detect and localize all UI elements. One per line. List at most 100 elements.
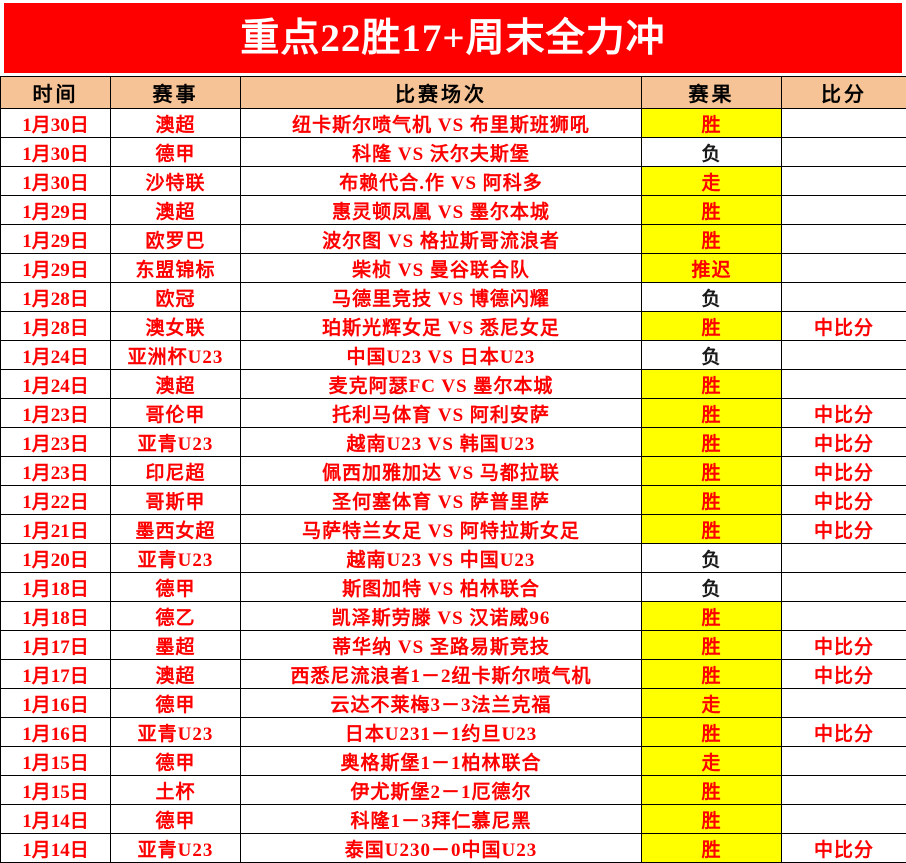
cell-match: 越南U23 VS 韩国U23 [241, 428, 642, 457]
table-row: 1月15日德甲奥格斯堡1－1柏林联合走 [1, 747, 906, 776]
cell-result: 胜 [642, 109, 782, 138]
cell-time: 1月29日 [1, 254, 111, 283]
cell-league: 亚洲杯U23 [111, 341, 241, 370]
banner-title: 重点22胜17+周末全力冲 [240, 19, 665, 58]
table-row: 1月16日德甲云达不莱梅3－3法兰克福走 [1, 689, 906, 718]
cell-league: 亚青U23 [111, 428, 241, 457]
cell-result: 胜 [642, 776, 782, 805]
cell-score: 中比分 [782, 399, 906, 428]
cell-score: 中比分 [782, 486, 906, 515]
cell-score [782, 341, 906, 370]
cell-result: 推迟 [642, 254, 782, 283]
cell-match: 越南U23 VS 中国U23 [241, 544, 642, 573]
cell-time: 1月23日 [1, 399, 111, 428]
cell-score: 中比分 [782, 834, 906, 863]
cell-result: 走 [642, 167, 782, 196]
cell-match: 马德里竞技 VS 博德闪耀 [241, 283, 642, 312]
table-row: 1月14日德甲科隆1－3拜仁慕尼黑胜 [1, 805, 906, 834]
cell-match: 泰国U230－0中国U23 [241, 834, 642, 863]
cell-league: 澳超 [111, 109, 241, 138]
cell-time: 1月18日 [1, 602, 111, 631]
cell-time: 1月30日 [1, 138, 111, 167]
cell-score [782, 167, 906, 196]
table-row: 1月28日澳女联珀斯光辉女足 VS 悉尼女足胜中比分 [1, 312, 906, 341]
results-table: 时间 赛事 比赛场次 赛果 比分 1月30日澳超纽卡斯尔喷气机 VS 布里斯班狮… [0, 76, 906, 863]
cell-match: 波尔图 VS 格拉斯哥流浪者 [241, 225, 642, 254]
cell-match: 奥格斯堡1－1柏林联合 [241, 747, 642, 776]
banner: 重点22胜17+周末全力冲 [4, 3, 902, 73]
cell-time: 1月28日 [1, 312, 111, 341]
cell-result: 胜 [642, 515, 782, 544]
cell-score: 中比分 [782, 660, 906, 689]
cell-league: 德甲 [111, 689, 241, 718]
cell-time: 1月20日 [1, 544, 111, 573]
cell-result: 胜 [642, 631, 782, 660]
table-row: 1月23日哥伦甲托利马体育 VS 阿利安萨胜中比分 [1, 399, 906, 428]
cell-score [782, 689, 906, 718]
cell-score [782, 370, 906, 399]
cell-match: 托利马体育 VS 阿利安萨 [241, 399, 642, 428]
cell-league: 德甲 [111, 138, 241, 167]
cell-result: 走 [642, 689, 782, 718]
cell-time: 1月17日 [1, 660, 111, 689]
cell-time: 1月30日 [1, 167, 111, 196]
cell-match: 云达不莱梅3－3法兰克福 [241, 689, 642, 718]
cell-score [782, 573, 906, 602]
cell-time: 1月23日 [1, 457, 111, 486]
table-row: 1月22日哥斯甲圣何塞体育 VS 萨普里萨胜中比分 [1, 486, 906, 515]
table-row: 1月21日墨西女超马萨特兰女足 VS 阿特拉斯女足胜中比分 [1, 515, 906, 544]
cell-league: 欧罗巴 [111, 225, 241, 254]
cell-match: 惠灵顿凤凰 VS 墨尔本城 [241, 196, 642, 225]
cell-score [782, 138, 906, 167]
cell-match: 纽卡斯尔喷气机 VS 布里斯班狮吼 [241, 109, 642, 138]
cell-league: 印尼超 [111, 457, 241, 486]
cell-time: 1月28日 [1, 283, 111, 312]
cell-league: 亚青U23 [111, 544, 241, 573]
cell-time: 1月15日 [1, 747, 111, 776]
cell-match: 佩西加雅加达 VS 马都拉联 [241, 457, 642, 486]
cell-score: 中比分 [782, 457, 906, 486]
cell-time: 1月22日 [1, 486, 111, 515]
cell-result: 负 [642, 341, 782, 370]
page-root: 重点22胜17+周末全力冲 时间 赛事 比赛场次 赛果 比分 1月30日澳超纽卡… [0, 0, 906, 837]
cell-time: 1月18日 [1, 573, 111, 602]
table-row: 1月17日澳超西悉尼流浪者1－2纽卡斯尔喷气机胜中比分 [1, 660, 906, 689]
cell-score [782, 544, 906, 573]
cell-league: 亚青U23 [111, 718, 241, 747]
cell-league: 哥伦甲 [111, 399, 241, 428]
cell-match: 马萨特兰女足 VS 阿特拉斯女足 [241, 515, 642, 544]
cell-score [782, 225, 906, 254]
cell-score [782, 109, 906, 138]
cell-league: 澳超 [111, 370, 241, 399]
table-row: 1月24日澳超麦克阿瑟FC VS 墨尔本城胜 [1, 370, 906, 399]
cell-time: 1月14日 [1, 834, 111, 863]
cell-score: 中比分 [782, 428, 906, 457]
cell-match: 斯图加特 VS 柏林联合 [241, 573, 642, 602]
table-row: 1月30日澳超纽卡斯尔喷气机 VS 布里斯班狮吼胜 [1, 109, 906, 138]
cell-time: 1月16日 [1, 718, 111, 747]
table-row: 1月23日印尼超佩西加雅加达 VS 马都拉联胜中比分 [1, 457, 906, 486]
cell-result: 胜 [642, 486, 782, 515]
cell-match: 珀斯光辉女足 VS 悉尼女足 [241, 312, 642, 341]
cell-result: 胜 [642, 457, 782, 486]
table-row: 1月15日土杯伊尤斯堡2－1厄德尔胜 [1, 776, 906, 805]
table-row: 1月18日德甲斯图加特 VS 柏林联合负 [1, 573, 906, 602]
cell-score [782, 283, 906, 312]
cell-score [782, 747, 906, 776]
column-header-match: 比赛场次 [241, 77, 642, 109]
cell-time: 1月24日 [1, 370, 111, 399]
cell-result: 胜 [642, 225, 782, 254]
cell-score [782, 196, 906, 225]
cell-league: 沙特联 [111, 167, 241, 196]
cell-match: 凯泽斯劳滕 VS 汉诺威96 [241, 602, 642, 631]
cell-result: 负 [642, 544, 782, 573]
table-header: 时间 赛事 比赛场次 赛果 比分 [1, 77, 906, 109]
cell-result: 胜 [642, 660, 782, 689]
cell-result: 胜 [642, 312, 782, 341]
cell-score: 中比分 [782, 515, 906, 544]
cell-time: 1月24日 [1, 341, 111, 370]
